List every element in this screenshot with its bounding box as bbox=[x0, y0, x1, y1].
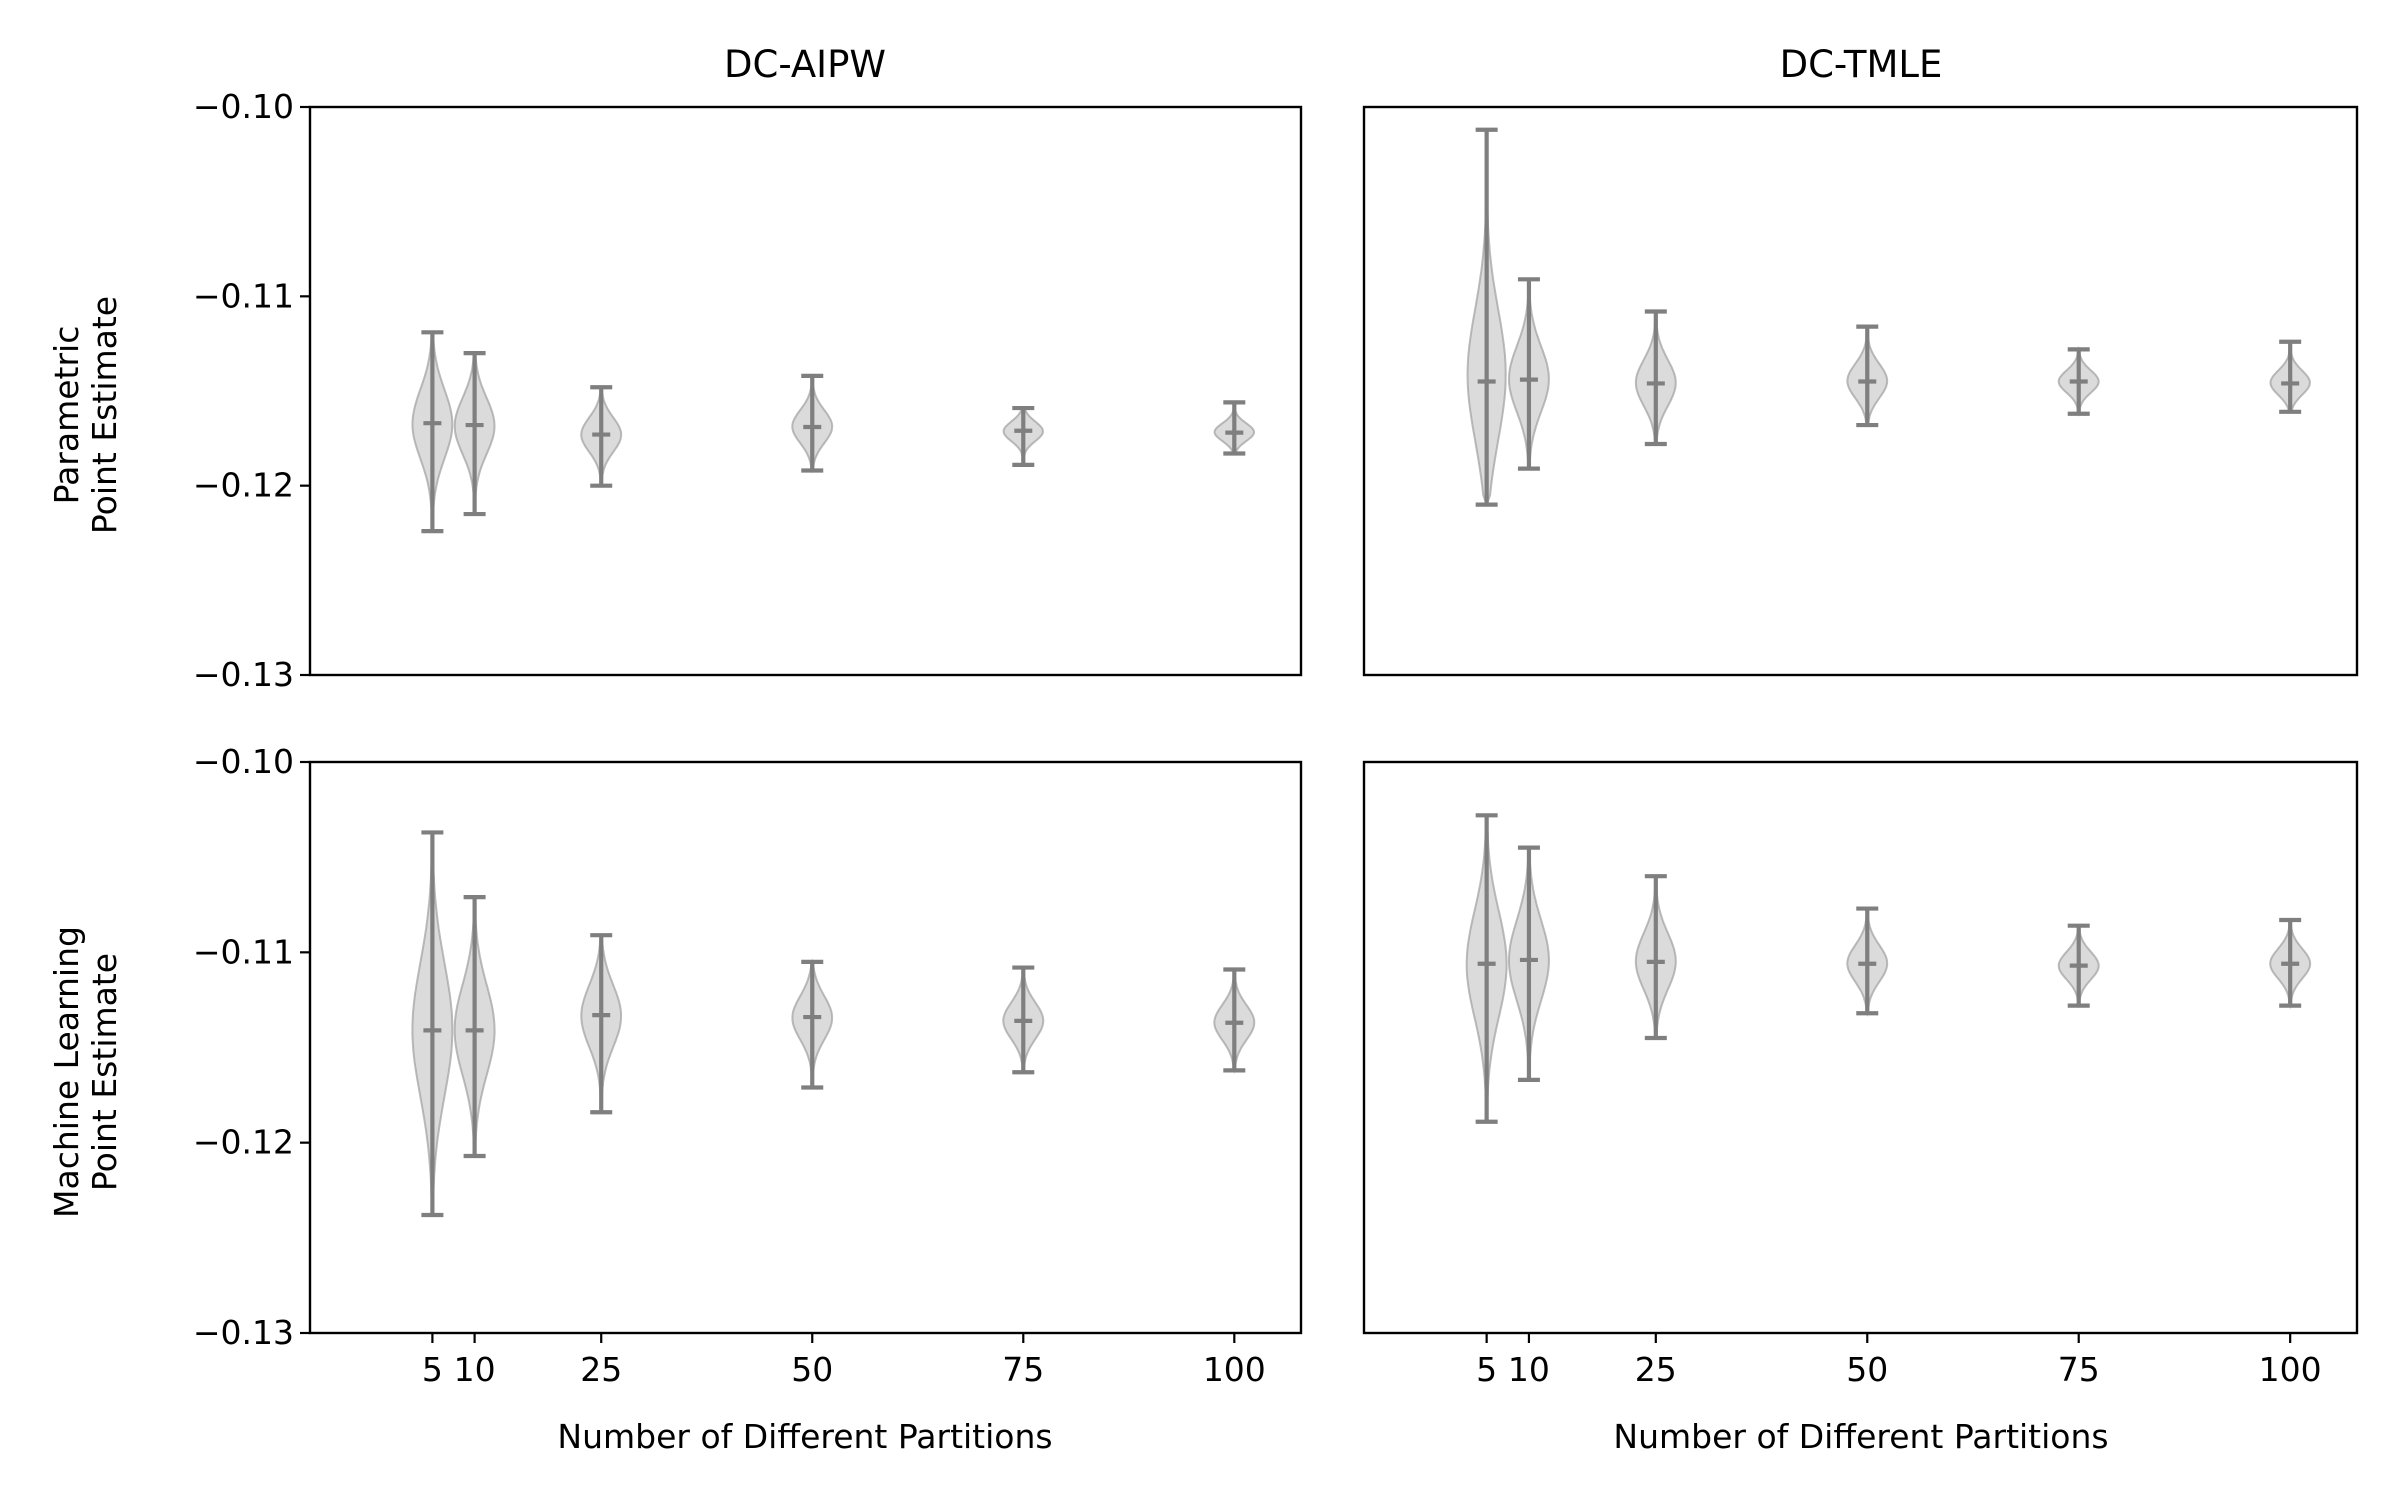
column-title-dc-aipw: DC-AIPW bbox=[724, 43, 886, 86]
x-tick-label: 10 bbox=[1508, 1350, 1550, 1389]
y-tick-label: −0.10 bbox=[193, 742, 294, 781]
x-tick-label: 75 bbox=[1002, 1350, 1044, 1389]
axes-frame bbox=[308, 105, 1303, 677]
panel-4: 5 10 25 50 75 100 bbox=[1362, 760, 2359, 1389]
y-tick-label: −0.12 bbox=[193, 1123, 294, 1162]
x-tick-label: 100 bbox=[1203, 1350, 1266, 1389]
row-label-parametric: Parametric Point Estimate bbox=[47, 296, 124, 534]
y-tick-label: −0.11 bbox=[193, 276, 294, 315]
x-tick-label: 50 bbox=[791, 1350, 833, 1389]
y-tick-label: −0.12 bbox=[193, 466, 294, 505]
row-label-machine-learning: Machine Learning Point Estimate bbox=[47, 926, 124, 1218]
y-tick-label: −0.10 bbox=[193, 87, 294, 126]
axes-frame bbox=[1362, 760, 2359, 1335]
panel-1: −0.13 −0.12 −0.11 −0.10 bbox=[193, 87, 1303, 694]
x-tick-label: 25 bbox=[1635, 1350, 1677, 1389]
x-tick-label: 5 bbox=[422, 1350, 443, 1389]
y-tick-label: −0.11 bbox=[193, 932, 294, 971]
x-axis-label-right: Number of Different Partitions bbox=[1613, 1417, 2108, 1456]
panel-2 bbox=[1362, 105, 2359, 677]
x-tick-label: 100 bbox=[2259, 1350, 2322, 1389]
y-tick-label: −0.13 bbox=[193, 1313, 294, 1352]
axes-frame bbox=[308, 760, 1303, 1335]
x-tick-label: 10 bbox=[454, 1350, 496, 1389]
row-label-parametric-line1: Parametric bbox=[47, 326, 86, 505]
x-tick-label: 5 bbox=[1476, 1350, 1497, 1389]
axes-frame bbox=[1362, 105, 2359, 677]
row-label-ml-line2: Point Estimate bbox=[85, 953, 124, 1191]
x-axis-label-left: Number of Different Partitions bbox=[557, 1417, 1052, 1456]
row-label-ml-line1: Machine Learning bbox=[47, 926, 86, 1218]
panel-3: −0.13 −0.12 −0.11 −0.10 5 10 25 50 75 100 bbox=[193, 742, 1303, 1389]
panels: −0.13 −0.12 −0.11 −0.10 −0.13 −0.12 −0.11 −0.10… bbox=[193, 87, 2359, 1389]
x-tick-label: 75 bbox=[2058, 1350, 2100, 1389]
row-label-parametric-line2: Point Estimate bbox=[85, 296, 124, 534]
x-tick-label: 25 bbox=[580, 1350, 622, 1389]
y-tick-label: −0.13 bbox=[193, 655, 294, 694]
column-title-dc-tmle: DC-TMLE bbox=[1780, 43, 1943, 86]
x-tick-label: 50 bbox=[1846, 1350, 1888, 1389]
